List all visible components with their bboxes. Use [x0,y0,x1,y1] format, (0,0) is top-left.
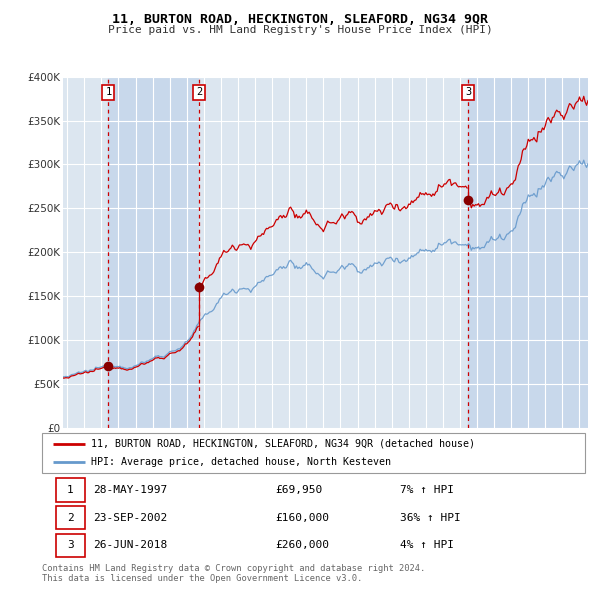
Text: 28-MAY-1997: 28-MAY-1997 [94,485,168,495]
Text: £69,950: £69,950 [275,485,323,495]
Text: 11, BURTON ROAD, HECKINGTON, SLEAFORD, NG34 9QR (detached house): 11, BURTON ROAD, HECKINGTON, SLEAFORD, N… [91,439,475,449]
Text: 2: 2 [196,87,202,97]
Text: 3: 3 [67,540,74,550]
Text: 3: 3 [465,87,471,97]
Text: HPI: Average price, detached house, North Kesteven: HPI: Average price, detached house, Nort… [91,457,391,467]
Text: £260,000: £260,000 [275,540,329,550]
Bar [63,77,109,428]
Text: 2: 2 [67,513,74,523]
Bar [56,534,85,557]
Text: 4% ↑ HPI: 4% ↑ HPI [400,540,454,550]
Text: 36% ↑ HPI: 36% ↑ HPI [400,513,461,523]
Text: 26-JUN-2018: 26-JUN-2018 [94,540,168,550]
Text: Contains HM Land Registry data © Crown copyright and database right 2024.
This d: Contains HM Land Registry data © Crown c… [42,564,425,584]
Text: 1: 1 [67,485,74,495]
Text: 11, BURTON ROAD, HECKINGTON, SLEAFORD, NG34 9QR: 11, BURTON ROAD, HECKINGTON, SLEAFORD, N… [112,13,488,26]
Text: 7% ↑ HPI: 7% ↑ HPI [400,485,454,495]
Text: 1: 1 [105,87,112,97]
Bar [468,77,588,428]
Bar [199,77,468,428]
Bar [56,478,85,501]
Text: £160,000: £160,000 [275,513,329,523]
Text: Price paid vs. HM Land Registry's House Price Index (HPI): Price paid vs. HM Land Registry's House … [107,25,493,35]
Text: 23-SEP-2002: 23-SEP-2002 [94,513,168,523]
Bar [56,506,85,529]
Bar [109,77,199,428]
